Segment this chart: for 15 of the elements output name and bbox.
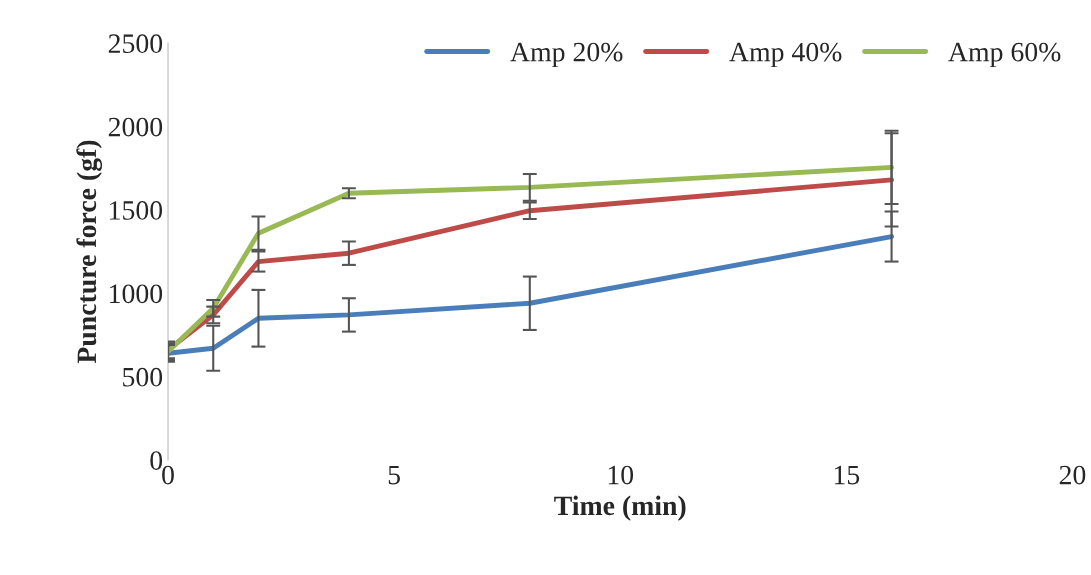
x-axis-title: Time (min) (554, 495, 686, 521)
x-tick-label: 20 (1059, 465, 1086, 485)
legend-label: Amp 40% (729, 42, 842, 68)
y-tick-label: 0 (150, 451, 163, 470)
y-tick-label: 1000 (110, 284, 163, 304)
legend-label: Amp 60% (948, 42, 1061, 68)
y-axis-title: Puncture force (gf) (76, 140, 103, 364)
y-tick-label: 2500 (108, 34, 163, 54)
legend-label: Amp 20% (510, 42, 623, 68)
x-tick-label: 10 (608, 465, 634, 485)
y-tick-label: 2000 (108, 117, 163, 137)
y-tick-label: 1500 (110, 201, 163, 220)
x-tick-label: 5 (388, 465, 400, 485)
y-tick-label: 500 (123, 367, 163, 387)
x-tick-label: 15 (834, 465, 860, 485)
